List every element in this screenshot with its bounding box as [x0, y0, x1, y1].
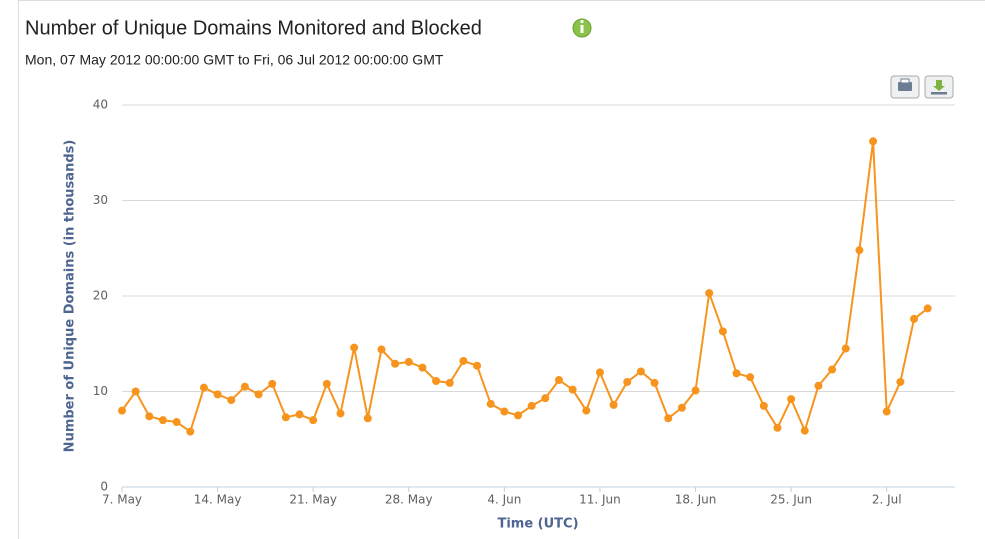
download-button[interactable]: [924, 75, 954, 99]
point: [404, 357, 413, 366]
point: [582, 406, 591, 415]
point: [281, 413, 290, 422]
y-tick-label: 30: [93, 193, 108, 207]
point: [841, 344, 850, 353]
point: [432, 376, 441, 385]
y-tick-label: 0: [100, 480, 108, 494]
info-icon[interactable]: [572, 18, 592, 38]
point: [118, 406, 126, 415]
x-tick-label: 7. May: [102, 493, 142, 507]
point: [158, 416, 167, 425]
point: [595, 368, 604, 377]
point: [527, 401, 536, 410]
point: [445, 378, 454, 387]
point: [309, 416, 318, 425]
point: [746, 373, 755, 382]
y-tick-label: 10: [93, 384, 108, 398]
point: [131, 387, 140, 396]
point: [227, 396, 236, 405]
point: [172, 418, 181, 427]
point: [800, 426, 809, 435]
x-tick-label: 25. Jun: [770, 493, 812, 507]
point: [869, 137, 878, 146]
point: [910, 314, 919, 323]
point: [855, 246, 864, 255]
point: [186, 427, 195, 436]
x-axis-title: Time (UTC): [497, 517, 578, 532]
y-axis-title: Number of Unique Domains (in thousands): [63, 140, 78, 453]
point: [636, 367, 645, 376]
x-tick-label: 2. Jul: [872, 493, 902, 507]
point: [773, 423, 782, 432]
x-tick-label: 14. May: [194, 493, 242, 507]
point: [418, 363, 427, 372]
chart-subtitle: Mon, 07 May 2012 00:00:00 GMT to Fri, 06…: [25, 52, 444, 68]
point: [322, 379, 331, 388]
point: [677, 403, 686, 412]
point: [568, 385, 577, 394]
point: [882, 407, 891, 416]
point: [350, 343, 359, 352]
point: [254, 390, 263, 399]
point: [295, 410, 304, 419]
point: [213, 390, 222, 399]
point: [514, 411, 523, 420]
point: [787, 395, 796, 404]
point: [240, 382, 249, 391]
point: [145, 412, 154, 421]
point: [814, 381, 823, 390]
point: [732, 369, 741, 378]
panel: [18, 0, 985, 539]
x-tick-label: 11. Jun: [579, 493, 621, 507]
point: [650, 378, 659, 387]
point: [268, 379, 277, 388]
point: [623, 377, 632, 386]
point: [718, 327, 727, 336]
point: [923, 304, 932, 313]
point: [473, 361, 482, 370]
point: [759, 401, 768, 410]
y-tick-label: 20: [93, 289, 108, 303]
x-tick-label: 21. May: [289, 493, 337, 507]
point: [541, 394, 550, 403]
point: [554, 376, 563, 385]
point: [705, 289, 714, 298]
point: [896, 377, 905, 386]
point: [336, 409, 345, 418]
point: [609, 400, 618, 409]
point: [363, 414, 372, 423]
point: [459, 356, 468, 365]
print-button[interactable]: [890, 75, 920, 99]
point: [486, 399, 495, 408]
x-tick-label: 4. Jun: [487, 493, 521, 507]
point: [691, 386, 700, 395]
point: [500, 407, 509, 416]
x-tick-label: 28. May: [385, 493, 433, 507]
x-tick-label: 18. Jun: [675, 493, 717, 507]
point: [391, 359, 400, 368]
point: [828, 365, 837, 374]
point: [199, 383, 208, 392]
point: [377, 345, 386, 354]
point: [664, 414, 673, 423]
y-tick-label: 40: [93, 98, 108, 112]
chart-title: Number of Unique Domains Monitored and B…: [25, 17, 482, 39]
